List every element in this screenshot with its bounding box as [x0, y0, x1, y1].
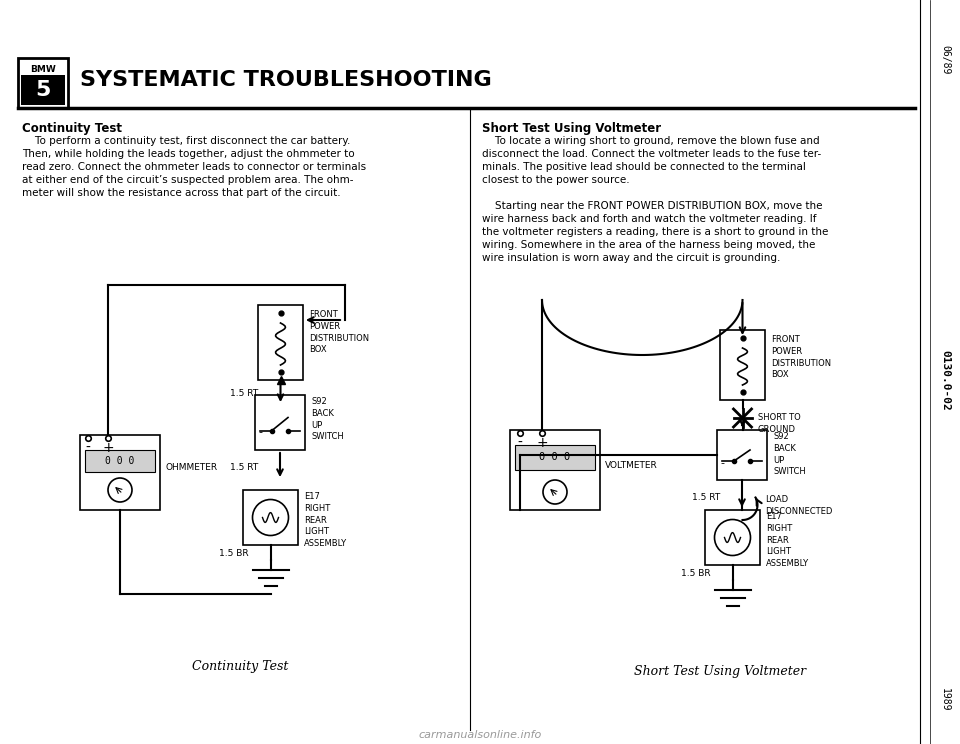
FancyBboxPatch shape [717, 430, 767, 480]
Text: 0130.0-02: 0130.0-02 [940, 350, 950, 411]
Text: -: - [85, 441, 90, 455]
Text: wire insulation is worn away and the circuit is grounding.: wire insulation is worn away and the cir… [482, 253, 780, 263]
Text: Short Test Using Voltmeter: Short Test Using Voltmeter [482, 122, 661, 135]
FancyBboxPatch shape [510, 430, 600, 510]
Text: -: - [720, 458, 724, 468]
Text: S92
BACK
UP
SWITCH: S92 BACK UP SWITCH [311, 397, 344, 441]
Text: disconnect the load. Connect the voltmeter leads to the fuse ter-: disconnect the load. Connect the voltmet… [482, 149, 821, 159]
Text: wiring. Somewhere in the area of the harness being moved, the: wiring. Somewhere in the area of the har… [482, 240, 815, 250]
Text: FRONT
POWER
DISTRIBUTION
BOX: FRONT POWER DISTRIBUTION BOX [771, 335, 831, 379]
FancyBboxPatch shape [18, 58, 68, 108]
Text: 1.5 RT: 1.5 RT [229, 464, 258, 472]
Text: To perform a continuity test, first disconnect the car battery.: To perform a continuity test, first disc… [22, 136, 350, 146]
Text: Starting near the FRONT POWER DISTRIBUTION BOX, move the: Starting near the FRONT POWER DISTRIBUTI… [482, 201, 823, 211]
Text: 06/89: 06/89 [940, 45, 950, 74]
Text: Short Test Using Voltmeter: Short Test Using Voltmeter [634, 665, 806, 678]
Text: closest to the power source.: closest to the power source. [482, 175, 630, 185]
Text: at either end of the circuit’s suspected problem area. The ohm-: at either end of the circuit’s suspected… [22, 175, 353, 185]
Text: 1.5 RT: 1.5 RT [692, 493, 720, 502]
Text: OHMMETER: OHMMETER [165, 463, 217, 472]
Text: 0 0 0: 0 0 0 [540, 452, 570, 462]
FancyBboxPatch shape [21, 75, 65, 105]
FancyBboxPatch shape [720, 330, 765, 400]
Text: To locate a wiring short to ground, remove the blown fuse and: To locate a wiring short to ground, remo… [482, 136, 820, 146]
Text: wire harness back and forth and watch the voltmeter reading. If: wire harness back and forth and watch th… [482, 214, 817, 224]
Text: Continuity Test: Continuity Test [22, 122, 122, 135]
Text: S92
BACK
UP
SWITCH: S92 BACK UP SWITCH [773, 432, 805, 476]
Text: 5: 5 [36, 80, 51, 100]
Text: 1.5 BR: 1.5 BR [681, 568, 710, 577]
Text: SHORT TO
GROUND: SHORT TO GROUND [757, 413, 801, 434]
Text: minals. The positive lead should be connected to the terminal: minals. The positive lead should be conn… [482, 162, 805, 172]
Text: read zero. Connect the ohmmeter leads to connector or terminals: read zero. Connect the ohmmeter leads to… [22, 162, 366, 172]
Text: Continuity Test: Continuity Test [192, 660, 288, 673]
Text: Then, while holding the leads together, adjust the ohmmeter to: Then, while holding the leads together, … [22, 149, 354, 159]
FancyBboxPatch shape [85, 450, 155, 472]
Text: BMW: BMW [30, 65, 56, 74]
FancyBboxPatch shape [80, 435, 160, 510]
Text: 1989: 1989 [940, 688, 950, 712]
Text: carmanualsonline.info: carmanualsonline.info [419, 730, 541, 740]
FancyBboxPatch shape [515, 445, 595, 470]
Text: 0 0 0: 0 0 0 [106, 456, 134, 466]
FancyBboxPatch shape [258, 305, 303, 380]
Text: the voltmeter registers a reading, there is a short to ground in the: the voltmeter registers a reading, there… [482, 227, 828, 237]
Text: VOLTMETER: VOLTMETER [605, 461, 658, 469]
Text: SYSTEMATIC TROUBLESHOOTING: SYSTEMATIC TROUBLESHOOTING [80, 70, 492, 90]
Text: -: - [258, 428, 262, 437]
Text: 1.5 BR: 1.5 BR [219, 548, 249, 557]
Text: E17
RIGHT
REAR
LIGHT
ASSEMBLY: E17 RIGHT REAR LIGHT ASSEMBLY [766, 512, 809, 568]
Text: E17
RIGHT
REAR
LIGHT
ASSEMBLY: E17 RIGHT REAR LIGHT ASSEMBLY [304, 492, 348, 548]
Text: meter will show the resistance across that part of the circuit.: meter will show the resistance across th… [22, 188, 341, 198]
FancyBboxPatch shape [243, 490, 298, 545]
Text: +: + [102, 441, 114, 455]
Text: FRONT
POWER
DISTRIBUTION
BOX: FRONT POWER DISTRIBUTION BOX [309, 310, 370, 354]
Text: +: + [537, 436, 548, 450]
Text: 1.5 RT: 1.5 RT [230, 390, 258, 399]
Text: -: - [517, 436, 522, 450]
FancyBboxPatch shape [255, 395, 305, 450]
Text: LOAD
DISCONNECTED: LOAD DISCONNECTED [765, 495, 833, 516]
FancyBboxPatch shape [705, 510, 760, 565]
